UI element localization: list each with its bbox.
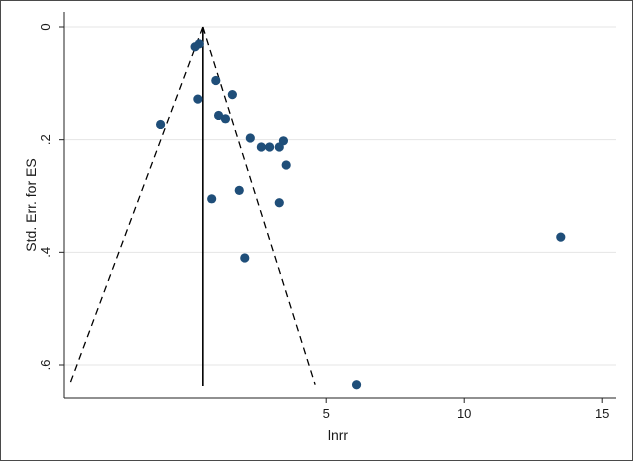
x-tick-label-0: 5 [323, 406, 330, 421]
study-point-17 [556, 232, 566, 242]
study-point-4 [193, 94, 203, 104]
study-point-1 [190, 42, 200, 52]
axis-ticks: 0 .2 .4 .6 5 10 15 [38, 23, 609, 421]
study-point-7 [156, 119, 166, 130]
x-tick-label-1: 10 [457, 406, 471, 421]
study-point-19 [351, 380, 362, 390]
axes [63, 12, 616, 399]
funnel-left-bound [68, 26, 204, 385]
study-point-13 [281, 160, 291, 170]
y-tick-label-1: .2 [38, 134, 53, 145]
study-point-14 [234, 185, 244, 195]
study-point-15 [207, 194, 217, 204]
study-point-10 [256, 142, 266, 152]
grid-lines [64, 26, 616, 366]
study-point-5 [213, 110, 224, 121]
y-tick-label-3: .6 [38, 360, 53, 371]
data-points [156, 39, 566, 390]
study-point-2 [211, 75, 221, 86]
study-point-18 [240, 253, 250, 263]
study-point-11 [265, 142, 275, 152]
study-point-12 [274, 142, 284, 152]
x-axis-label: lnrr [328, 427, 349, 443]
y-axis-label: Std. Err. for ES [23, 158, 39, 251]
study-point-16 [274, 198, 284, 208]
study-point-8 [245, 133, 255, 143]
funnel-right-bound [202, 26, 316, 385]
study-point-6 [220, 114, 231, 124]
y-tick-label-0: 0 [38, 23, 53, 30]
study-point-3 [227, 90, 237, 100]
x-tick-label-2: 15 [595, 406, 609, 421]
funnel-lines [68, 26, 316, 386]
y-tick-label-2: .4 [38, 247, 53, 258]
